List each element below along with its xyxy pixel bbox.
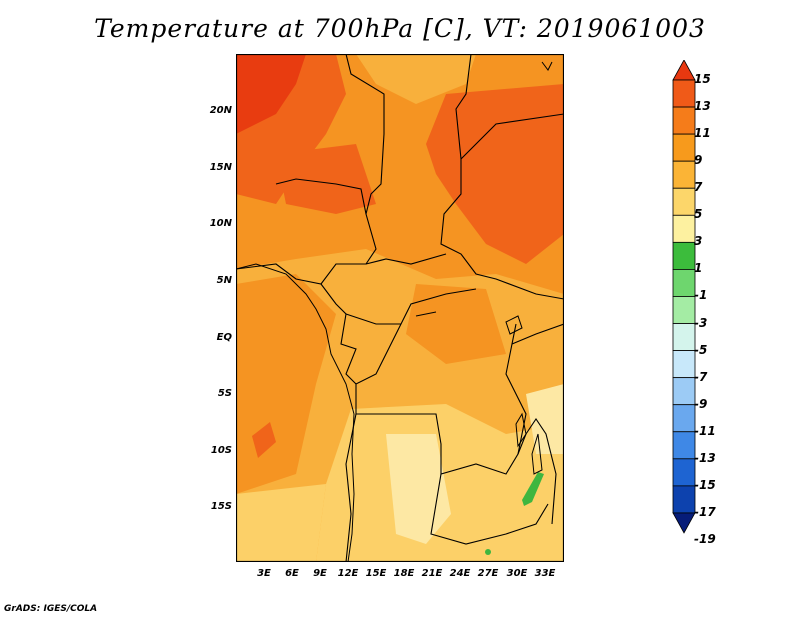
- colorbar-tick-label: -3: [694, 315, 708, 330]
- field-cold-band: [522, 472, 544, 506]
- field-ne-warm: [426, 84, 564, 264]
- field-northwest-hot: [236, 54, 306, 134]
- colorbar-tick-label: 15: [694, 72, 711, 86]
- colorbar-swatch: [672, 485, 696, 514]
- lon-label-33e: 33E: [534, 568, 556, 579]
- lon-label-9e: 9E: [313, 568, 327, 579]
- field-east-coolest: [526, 384, 564, 454]
- colorbar-swatch: [672, 350, 696, 379]
- lon-label-3e: 3E: [257, 568, 271, 579]
- lat-label-10s: 10S: [210, 445, 232, 456]
- colorbar-tick-label: -11: [694, 423, 716, 438]
- colorbar-swatch: [672, 377, 696, 406]
- credit-text: GrADS: IGES/COLA: [4, 604, 98, 614]
- colorbar-swatch: [672, 431, 696, 460]
- colorbar-tick-label: -13: [694, 450, 716, 465]
- lat-label-20n: 20N: [209, 105, 232, 116]
- colorbar-tick-label: 3: [694, 234, 703, 249]
- colorbar-swatch: [672, 106, 696, 135]
- lon-label-30e: 30E: [506, 568, 528, 579]
- colorbar-tick-label: 5: [694, 207, 703, 222]
- map-frame: [236, 54, 564, 562]
- colorbar-swatch: [672, 269, 696, 297]
- colorbar-tick-label: -17: [694, 504, 716, 519]
- colorbar-tick-label: -9: [694, 396, 708, 411]
- colorbar-tick-label: -19: [694, 532, 716, 546]
- colorbar-tick-label: 13: [694, 99, 711, 114]
- lon-label-12e: 12E: [337, 568, 359, 579]
- colorbar-swatch: [672, 214, 696, 243]
- field-cold-dot: [485, 549, 491, 555]
- colorbar-top-arrow: [672, 59, 696, 81]
- colorbar-swatch: [672, 241, 696, 270]
- field-nc-cool: [356, 54, 476, 104]
- colorbar-tick-label: 11: [694, 126, 711, 141]
- colorbar-tick-label: -7: [694, 369, 708, 384]
- temperature-map: [236, 54, 564, 562]
- country-borders: [236, 54, 564, 562]
- colorbar-swatch: [672, 160, 696, 189]
- lon-label-21e: 21E: [421, 568, 443, 579]
- lat-label-15n: 15N: [209, 162, 232, 173]
- coastlines: [236, 61, 553, 562]
- lat-label-5s: 5S: [217, 388, 232, 399]
- map-title: Temperature at 700hPa [C], VT: 201906100…: [94, 14, 706, 43]
- lat-label-15s: 15S: [210, 501, 232, 512]
- colorbar-tick-label: 9: [694, 153, 703, 168]
- colorbar-swatch: [672, 187, 696, 216]
- field-north-centre-warm: [276, 144, 376, 214]
- colorbar-swatch: [672, 323, 696, 351]
- lat-label-10n: 10N: [209, 218, 232, 229]
- colorbar-swatch: [672, 404, 696, 433]
- colorbar-swatch: [672, 296, 696, 324]
- lon-label-24e: 24E: [449, 568, 471, 579]
- colorbar-bottom-arrow: [672, 512, 696, 534]
- colorbar-tick-label: -5: [694, 342, 708, 357]
- lat-label-5n: 5N: [216, 275, 232, 286]
- field-west-hot-spot: [252, 422, 276, 458]
- colorbar-swatch: [672, 79, 696, 108]
- lon-label-6e: 6E: [285, 568, 299, 579]
- colorbar-tick-label: -1: [694, 288, 708, 303]
- lakes: [415, 311, 543, 475]
- colorbar: [672, 59, 696, 560]
- colorbar-tick-label: 7: [694, 180, 703, 195]
- lat-label-eq: EQ: [216, 332, 232, 343]
- lon-label-27e: 27E: [477, 568, 499, 579]
- lon-label-18e: 18E: [393, 568, 415, 579]
- lon-label-15e: 15E: [365, 568, 387, 579]
- colorbar-swatch: [672, 133, 696, 162]
- field-centre-warm-patch: [406, 284, 506, 364]
- colorbar-swatch: [672, 458, 696, 487]
- field-sw-coast: [236, 484, 326, 562]
- colorbar-tick-label: 1: [694, 261, 703, 276]
- field-south-coolest: [386, 434, 451, 544]
- colorbar-tick-label: -15: [694, 477, 716, 492]
